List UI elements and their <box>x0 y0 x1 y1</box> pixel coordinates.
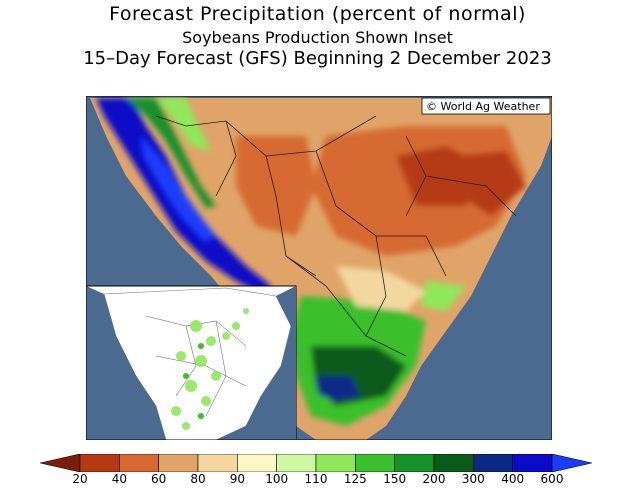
soybean-inset <box>86 285 297 440</box>
colorbar-tick-label: 60 <box>151 472 167 486</box>
map-title: Forecast Precipitation (percent of norma… <box>109 3 526 25</box>
colorbar <box>40 454 592 472</box>
colorbar-tick-label: 80 <box>190 472 206 486</box>
colorbar-labels: 20 40 60 80 90 100 110 125 150 200 300 400 600 <box>0 472 635 492</box>
colorbar-tick-label: 400 <box>501 472 525 486</box>
colorbar-segment <box>355 454 395 472</box>
colorbar-segment <box>237 454 277 472</box>
colorbar-tick-label: 150 <box>383 472 407 486</box>
colorbar-tick-label: 200 <box>422 472 446 486</box>
colorbar-tick-label: 110 <box>304 472 328 486</box>
colorbar-segment <box>512 454 553 472</box>
colorbar-segment <box>315 454 356 472</box>
colorbar-segment <box>197 454 238 472</box>
colorbar-segment <box>79 454 120 472</box>
colorbar-tick-label: 600 <box>540 472 564 486</box>
colorbar-tick-label: 90 <box>229 472 245 486</box>
colorbar-tick-label: 100 <box>265 472 289 486</box>
colorbar-tick-label: 125 <box>343 472 367 486</box>
colorbar-segment <box>394 454 435 472</box>
precipitation-map: © World Ag Weather <box>86 96 552 440</box>
forecast-period: 15–Day Forecast (GFS) Beginning 2 Decemb… <box>83 48 552 69</box>
colorbar-high-arrow <box>551 454 592 472</box>
colorbar-segment <box>119 454 159 472</box>
colorbar-tick-label: 40 <box>111 472 127 486</box>
colorbar-low-arrow <box>40 454 81 472</box>
credit-label: © World Ag Weather <box>426 100 540 113</box>
colorbar-segment <box>158 454 199 472</box>
map-subtitle: Soybeans Production Shown Inset <box>182 28 453 47</box>
colorbar-segment <box>276 454 317 472</box>
colorbar-segment <box>433 454 474 472</box>
colorbar-tick-label: 20 <box>72 472 88 486</box>
colorbar-segment <box>473 454 513 472</box>
colorbar-tick-label: 300 <box>461 472 485 486</box>
